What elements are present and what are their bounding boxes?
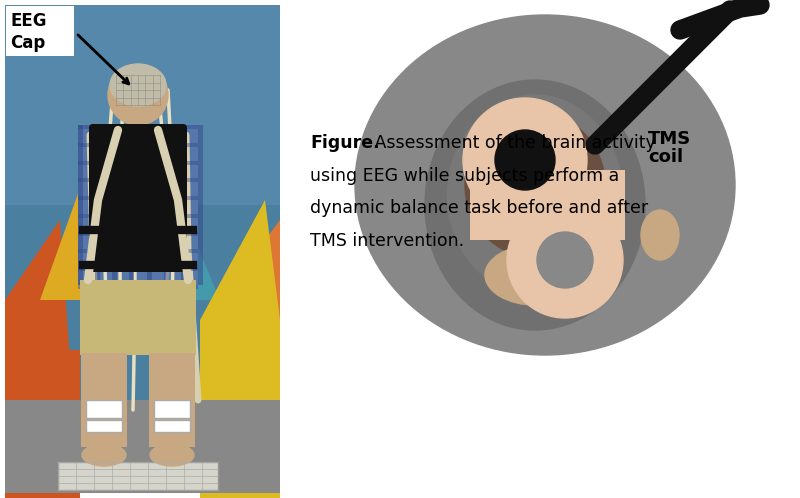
FancyBboxPatch shape [78, 267, 198, 271]
Circle shape [108, 65, 168, 125]
Ellipse shape [447, 95, 622, 295]
FancyBboxPatch shape [6, 6, 74, 56]
Text: Assessment of the brain activity: Assessment of the brain activity [369, 134, 655, 152]
FancyBboxPatch shape [154, 420, 190, 432]
Text: TMS: TMS [648, 130, 691, 148]
FancyBboxPatch shape [112, 125, 118, 285]
FancyBboxPatch shape [5, 5, 280, 493]
FancyBboxPatch shape [58, 462, 218, 490]
FancyBboxPatch shape [81, 353, 127, 447]
Ellipse shape [465, 113, 605, 257]
FancyBboxPatch shape [5, 400, 280, 493]
FancyBboxPatch shape [181, 125, 186, 285]
FancyBboxPatch shape [78, 214, 198, 218]
FancyBboxPatch shape [95, 125, 100, 285]
FancyBboxPatch shape [5, 350, 80, 498]
Circle shape [507, 202, 623, 318]
Ellipse shape [150, 444, 194, 466]
FancyBboxPatch shape [78, 160, 198, 164]
FancyBboxPatch shape [78, 178, 198, 182]
Polygon shape [150, 180, 220, 300]
Polygon shape [40, 160, 140, 300]
FancyBboxPatch shape [198, 125, 203, 285]
Text: dynamic balance task before and after: dynamic balance task before and after [310, 199, 649, 217]
FancyBboxPatch shape [130, 125, 134, 285]
FancyBboxPatch shape [78, 125, 198, 285]
Circle shape [537, 232, 593, 288]
Ellipse shape [110, 64, 166, 106]
Polygon shape [220, 220, 280, 498]
FancyBboxPatch shape [86, 420, 122, 432]
FancyBboxPatch shape [146, 125, 151, 285]
FancyBboxPatch shape [86, 400, 122, 418]
FancyBboxPatch shape [5, 5, 280, 205]
FancyBboxPatch shape [78, 232, 198, 236]
Ellipse shape [82, 444, 126, 466]
FancyBboxPatch shape [78, 125, 198, 129]
Text: coil: coil [648, 148, 683, 166]
Polygon shape [5, 220, 80, 498]
FancyBboxPatch shape [154, 400, 190, 418]
Circle shape [463, 98, 587, 222]
FancyBboxPatch shape [78, 249, 198, 253]
Ellipse shape [641, 210, 679, 260]
FancyBboxPatch shape [78, 125, 83, 285]
FancyBboxPatch shape [78, 143, 198, 147]
Text: EEG
Cap: EEG Cap [10, 12, 46, 52]
Text: using EEG while subjects perform a: using EEG while subjects perform a [310, 167, 620, 185]
Circle shape [495, 130, 555, 190]
Text: TMS intervention.: TMS intervention. [310, 232, 465, 249]
FancyBboxPatch shape [89, 124, 187, 272]
Polygon shape [470, 170, 625, 240]
FancyBboxPatch shape [149, 353, 195, 447]
FancyBboxPatch shape [80, 280, 196, 355]
FancyBboxPatch shape [78, 285, 198, 289]
Ellipse shape [425, 80, 645, 330]
FancyBboxPatch shape [164, 125, 169, 285]
Polygon shape [130, 200, 190, 300]
Ellipse shape [355, 15, 735, 355]
Text: Figure.: Figure. [310, 134, 380, 152]
Polygon shape [200, 200, 280, 498]
FancyBboxPatch shape [78, 196, 198, 200]
Ellipse shape [485, 245, 585, 305]
